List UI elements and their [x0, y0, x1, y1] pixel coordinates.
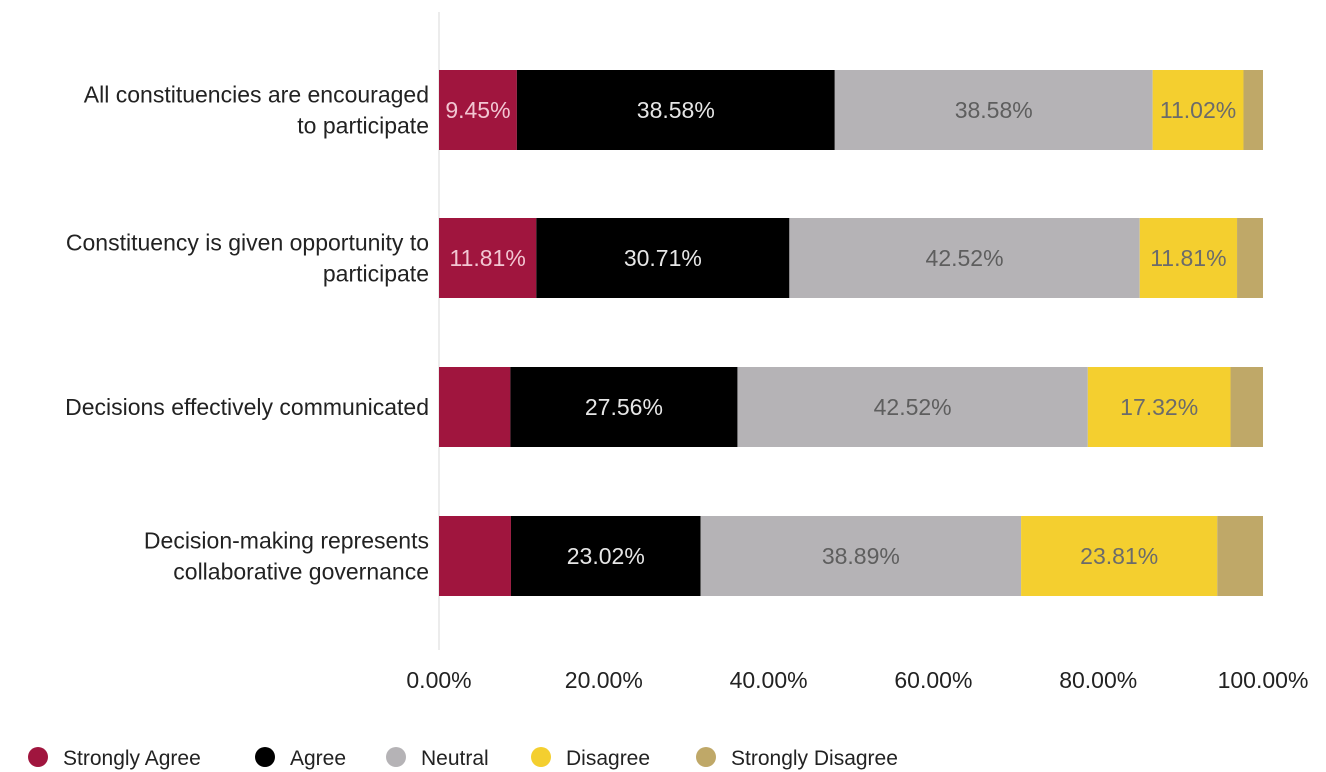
x-tick-label: 20.00%	[565, 667, 643, 693]
data-label: 17.32%	[1120, 394, 1198, 420]
data-label: 23.81%	[1080, 543, 1158, 569]
bar-segment	[439, 516, 511, 596]
category-label: All constituencies are encouraged to part…	[84, 82, 429, 139]
data-label: 23.02%	[567, 543, 645, 569]
legend-marker	[696, 747, 716, 767]
bar-segment	[1217, 516, 1263, 596]
bar-segment	[536, 218, 790, 298]
legend-label: Neutral	[421, 747, 489, 770]
bar-segment	[1021, 516, 1218, 596]
x-tick-label: 100.00%	[1218, 667, 1309, 693]
bar-segment	[439, 70, 517, 150]
legend-marker	[386, 747, 406, 767]
data-label: 38.89%	[822, 543, 900, 569]
data-label: 38.58%	[955, 97, 1033, 123]
bar-segment	[789, 218, 1140, 298]
legend-label: Agree	[290, 747, 346, 770]
category-label-line: All constituencies are encouraged	[84, 82, 429, 108]
category-label-line: participate	[323, 261, 429, 287]
bar-segment	[516, 70, 835, 150]
data-label: 30.71%	[624, 245, 702, 271]
bar-segment	[439, 218, 537, 298]
data-label: 11.81%	[450, 245, 526, 271]
bar-segment	[1139, 218, 1238, 298]
legend-label: Strongly Disagree	[731, 747, 898, 770]
x-tick-label: 60.00%	[894, 667, 972, 693]
data-label: 42.52%	[874, 394, 952, 420]
bar-segment	[700, 516, 1022, 596]
legend-label: Strongly Agree	[63, 747, 201, 770]
data-label: 42.52%	[926, 245, 1004, 271]
legend-marker	[255, 747, 275, 767]
category-label-line: collaborative governance	[173, 559, 429, 585]
data-label: 11.81%	[1150, 245, 1226, 271]
x-tick-label: 80.00%	[1059, 667, 1137, 693]
legend-marker	[531, 747, 551, 767]
bar-segment	[737, 367, 1088, 447]
category-label-line: Constituency is given opportunity to	[66, 230, 429, 256]
bar-segment	[1243, 70, 1263, 150]
category-label-line: to participate	[297, 113, 429, 139]
category-label: Constituency is given opportunity to part…	[66, 230, 429, 287]
data-label: 11.02%	[1160, 97, 1236, 123]
data-label: 9.45%	[445, 97, 510, 123]
bar-segment	[1230, 367, 1263, 447]
bar-segment	[1152, 70, 1244, 150]
data-label: 27.56%	[585, 394, 663, 420]
category-label: Decisions effectively communicated	[65, 394, 429, 420]
category-label-line: Decisions effectively communicated	[65, 394, 429, 420]
x-tick-label: 40.00%	[730, 667, 808, 693]
x-tick-label: 0.00%	[406, 667, 471, 693]
category-label-line: Decision-making represents	[144, 528, 429, 554]
bar-segment	[439, 367, 511, 447]
category-label: Decision-making represents collaborative …	[144, 528, 429, 585]
legend-label: Disagree	[566, 747, 650, 770]
bar-segment	[510, 516, 701, 596]
legend-marker	[28, 747, 48, 767]
data-label: 38.58%	[637, 97, 715, 123]
bar-segment	[510, 367, 738, 447]
bar-segment	[1237, 218, 1263, 298]
bar-segment	[1087, 367, 1231, 447]
bar-segment	[834, 70, 1153, 150]
